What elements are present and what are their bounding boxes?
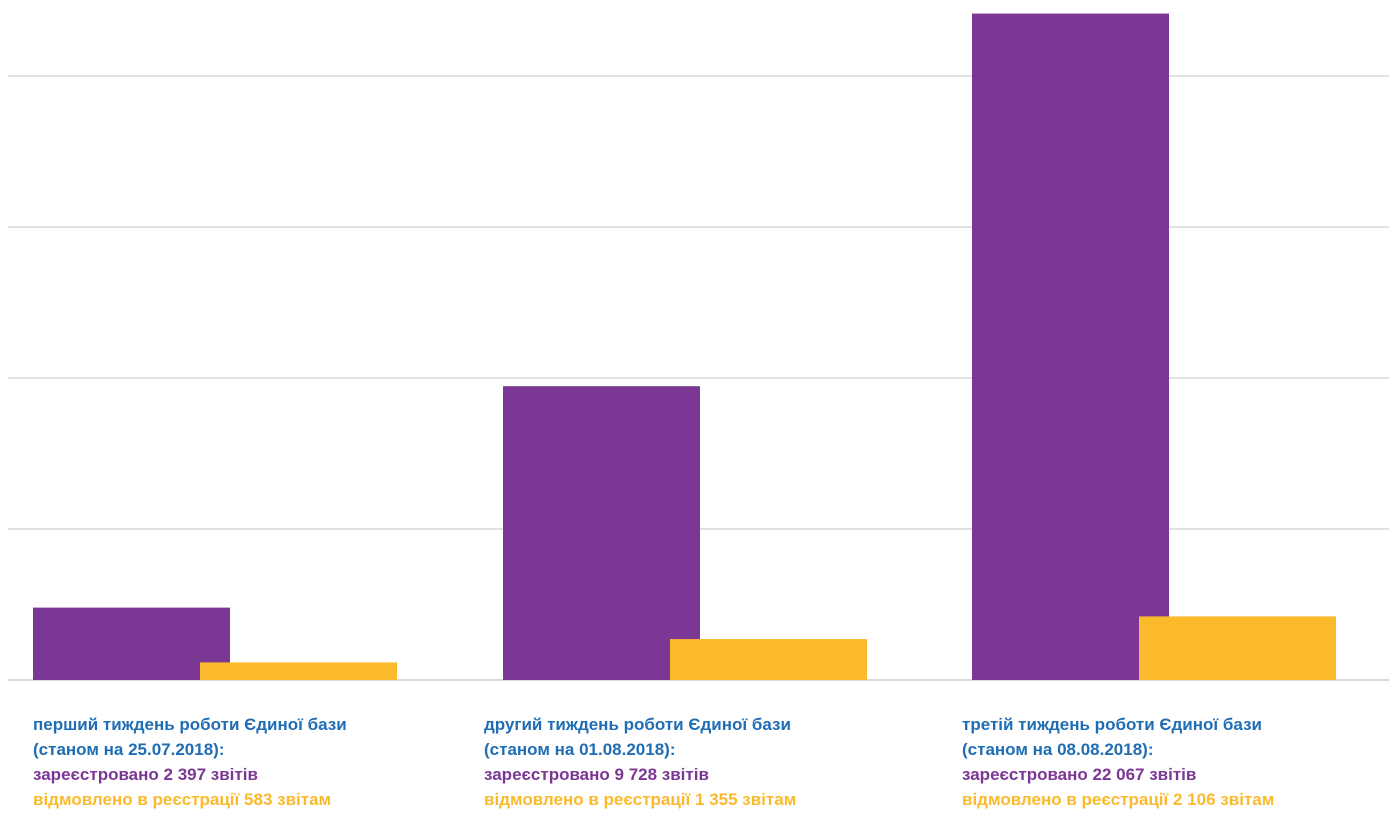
category-date: (станом на 25.07.2018): xyxy=(33,740,225,759)
registered-bar-3 xyxy=(972,13,1169,681)
rejected-bar-3 xyxy=(1139,616,1336,680)
registered-label: зареєстровано 2 397 звітів xyxy=(33,765,258,784)
bars xyxy=(33,13,1336,681)
category-date: (станом на 08.08.2018): xyxy=(962,740,1154,759)
category-labels: перший тиждень роботи Єдиної бази (стано… xyxy=(0,712,1397,817)
rejected-bar-1 xyxy=(200,662,397,680)
rejected-label: відмовлено в реєстрації 583 звітам xyxy=(33,790,332,809)
rejected-label: відмовлено в реєстрації 2 106 звітам xyxy=(962,790,1275,809)
rejected-bar-2 xyxy=(670,639,867,680)
category-label-week-1: перший тиждень роботи Єдиної бази (стано… xyxy=(33,712,463,812)
category-label-week-2: другий тиждень роботи Єдиної бази (стано… xyxy=(484,712,914,812)
category-title: другий тиждень роботи Єдиної бази xyxy=(484,715,791,734)
registered-label: зареєстровано 9 728 звітів xyxy=(484,765,709,784)
rejected-label: відмовлено в реєстрації 1 355 звітам xyxy=(484,790,797,809)
registered-bar-1 xyxy=(33,607,230,680)
category-title: третій тиждень роботи Єдиної бази xyxy=(962,715,1262,734)
category-label-week-3: третій тиждень роботи Єдиної бази (стано… xyxy=(962,712,1392,812)
registered-label: зареєстровано 22 067 звітів xyxy=(962,765,1197,784)
category-date: (станом на 01.08.2018): xyxy=(484,740,676,759)
bar-chart xyxy=(8,13,1389,681)
category-title: перший тиждень роботи Єдиної бази xyxy=(33,715,347,734)
registered-bar-2 xyxy=(503,386,700,680)
